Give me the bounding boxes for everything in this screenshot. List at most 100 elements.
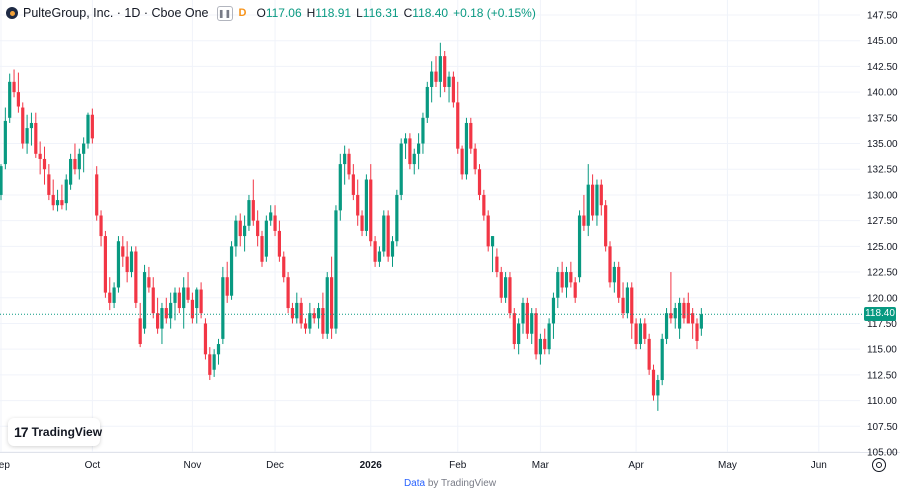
candle: [77, 148, 81, 180]
candle: [447, 71, 451, 103]
candle: [538, 333, 542, 365]
candle: [38, 141, 42, 175]
low-value: 116.31: [362, 6, 399, 20]
candle-body: [260, 236, 264, 262]
candle: [630, 282, 634, 339]
time-tick-label: Dec: [266, 460, 284, 471]
candle: [347, 148, 351, 180]
candle: [3, 107, 7, 170]
candle: [286, 272, 290, 314]
candle: [299, 297, 303, 329]
candle: [16, 72, 20, 113]
candle-body: [269, 212, 273, 221]
candle-body: [125, 256, 129, 273]
price-axis[interactable]: 147.50 145.00 142.50 140.00 137.50 135.00 132.…: [867, 11, 898, 459]
symbol-title[interactable]: PulteGroup, Inc. · 1D · Cboe One: [23, 6, 209, 20]
candle: [517, 318, 521, 355]
candle-body: [60, 200, 64, 206]
candle: [686, 292, 690, 324]
candle: [42, 146, 47, 185]
candle-body: [599, 184, 603, 206]
candle-body: [34, 122, 38, 154]
candle: [469, 117, 473, 154]
candle-body: [369, 179, 373, 242]
candle-body: [434, 71, 438, 82]
time-axis[interactable]: Sep Oct Nov Dec 2026 Feb Mar Apr May Jun: [0, 460, 827, 471]
candle-body: [277, 230, 281, 257]
candle-body: [512, 313, 516, 345]
candle-body: [221, 277, 225, 339]
candle: [216, 338, 221, 365]
candle-body: [190, 299, 194, 319]
time-tick-label: Sep: [0, 460, 10, 471]
candle-body: [55, 200, 60, 206]
candle: [408, 133, 412, 170]
candle-body: [608, 246, 612, 283]
candle: [295, 292, 299, 324]
time-tick-label: Jun: [811, 460, 827, 471]
candle: [125, 241, 129, 283]
candle-body: [47, 174, 51, 195]
candle-body: [560, 272, 564, 288]
candle: [621, 282, 625, 319]
high-label: H: [306, 6, 316, 20]
candle: [360, 210, 364, 237]
candle-body: [312, 313, 316, 319]
candle: [290, 302, 295, 324]
candle: [564, 266, 569, 298]
candle-body: [547, 323, 551, 350]
candle-body: [664, 313, 669, 339]
candle-body: [669, 313, 673, 319]
candle: [69, 153, 73, 190]
candle: [682, 297, 686, 324]
last-price-tag: 118.40: [864, 307, 896, 322]
time-tick-label: Nov: [184, 460, 202, 471]
high-value: 118.91: [315, 6, 352, 20]
candle-body: [177, 292, 181, 309]
price-tick-label: 120.00: [867, 293, 898, 304]
candle-body: [660, 338, 664, 381]
candle: [673, 302, 677, 329]
candle: [208, 347, 212, 381]
candle: [364, 174, 368, 237]
price-tick-label: 130.00: [867, 190, 898, 201]
price-tick-label: 135.00: [867, 139, 898, 150]
candle-body: [482, 194, 486, 216]
tradingview-watermark[interactable]: 17 TradingView: [8, 418, 102, 446]
symbol-legend: PulteGroup, Inc. · 1D · Cboe One ❚❚ D O …: [6, 4, 536, 22]
candle-body: [643, 323, 647, 339]
candle: [634, 318, 638, 350]
candle-body: [347, 153, 351, 175]
candle-body: [243, 225, 247, 237]
candle: [151, 277, 155, 319]
candle: [238, 213, 242, 247]
candle-body: [229, 246, 234, 296]
candle: [582, 194, 586, 231]
source-badge: D: [238, 7, 247, 19]
candle-body: [343, 153, 347, 165]
candle-body: [417, 143, 421, 154]
candle: [421, 112, 425, 154]
candle-body: [569, 272, 573, 283]
candle-body: [656, 380, 660, 396]
pause-icon[interactable]: ❚❚: [216, 5, 233, 21]
candle: [395, 189, 399, 247]
price-tick-label: 107.50: [867, 422, 898, 433]
candle: [190, 292, 194, 324]
candle: [99, 210, 103, 247]
candle: [203, 318, 208, 360]
candle: [186, 272, 190, 303]
candle-body: [116, 241, 121, 288]
candle: [86, 112, 90, 149]
candle-body: [582, 215, 586, 226]
candle: [90, 108, 94, 144]
candle-body: [86, 114, 90, 144]
data-link[interactable]: Data: [403, 478, 426, 489]
candle-body: [486, 215, 490, 247]
gear-icon[interactable]: [872, 458, 886, 472]
candle: [343, 145, 347, 185]
candle: [591, 174, 595, 221]
candle-body: [564, 272, 569, 288]
candle: [282, 251, 286, 283]
